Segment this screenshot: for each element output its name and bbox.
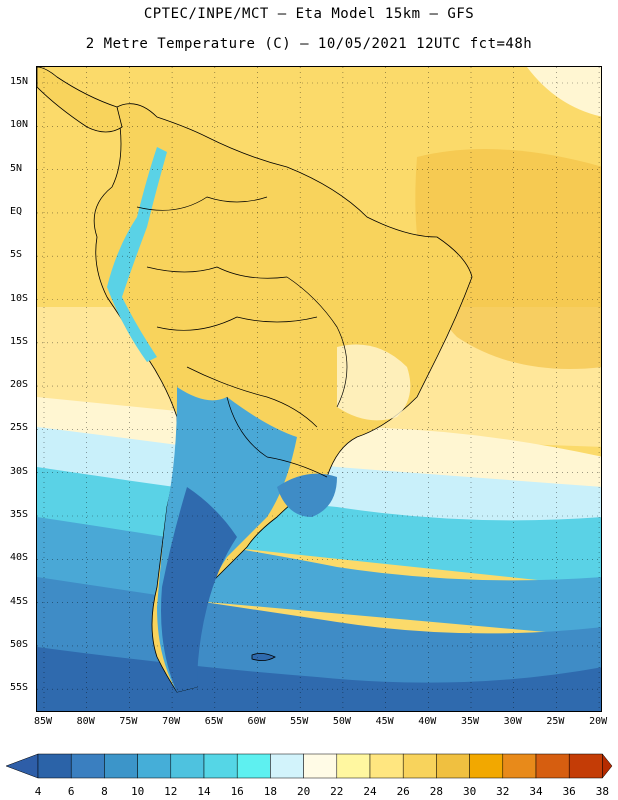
colorbar-tick-label: 24 xyxy=(363,785,377,798)
lat-label: 15S xyxy=(10,335,29,347)
lat-label: 30S xyxy=(10,465,29,477)
colorbar-cell xyxy=(535,753,570,779)
colorbar-tick-label: 14 xyxy=(197,785,211,798)
colorbar-tick-label: 22 xyxy=(330,785,344,798)
colorbar-cell xyxy=(469,753,504,779)
colorbar-cell xyxy=(568,753,603,779)
colorbar-tick-label: 20 xyxy=(296,785,311,798)
lat-label: 5S xyxy=(10,249,23,261)
lat-label: 50S xyxy=(10,638,29,650)
lon-label: 30W xyxy=(503,716,522,727)
lat-label: 35S xyxy=(10,509,29,520)
temperature-map xyxy=(36,66,602,712)
colorbar-cell xyxy=(270,753,304,779)
colorbar-tick-label: 18 xyxy=(263,785,278,798)
lon-label: 70W xyxy=(162,716,181,727)
colorbar-tick-label: 6 xyxy=(67,785,75,798)
colorbar-cell xyxy=(104,753,138,779)
colorbar-cell xyxy=(137,753,172,779)
lon-label: 85W xyxy=(33,716,53,727)
lon-label: 25W xyxy=(546,716,565,727)
map-canvas xyxy=(37,67,601,711)
lon-label: 55W xyxy=(290,716,309,727)
lon-label: 50W xyxy=(332,716,351,727)
colorbar-cell xyxy=(170,753,205,779)
lon-label: 80W xyxy=(76,716,95,727)
lon-label: 75W xyxy=(119,716,138,727)
colorbar-tick-label: 32 xyxy=(496,785,510,798)
lat-label: 10S xyxy=(10,292,29,304)
colorbar-tick-label: 30 xyxy=(462,785,477,798)
colorbar-cell xyxy=(369,753,404,779)
colorbar-tick-label: 38 xyxy=(595,785,610,798)
lat-label: 45S xyxy=(10,595,29,607)
andes-north-strip xyxy=(107,147,167,362)
central-cream-region xyxy=(337,344,411,421)
colorbar-cell xyxy=(502,753,537,779)
colorbar-cell xyxy=(70,753,105,779)
lat-label: 20S xyxy=(10,379,29,391)
map-subtitle: 2 Metre Temperature (C) — 10/05/2021 12U… xyxy=(85,36,533,52)
colorbar-cell xyxy=(402,753,437,779)
country-borders xyxy=(136,196,348,478)
colorbar-tick-label: 34 xyxy=(529,785,543,798)
lat-label: 55S xyxy=(10,682,29,694)
colorbar-tick-label: 26 xyxy=(396,785,410,798)
colorbar-tick-label: 28 xyxy=(429,785,444,798)
colorbar xyxy=(5,753,613,779)
lat-label: 10N xyxy=(10,119,29,131)
gold-patch-atlantic xyxy=(415,149,601,369)
colorbar-tick-label: 12 xyxy=(164,785,178,798)
lat-label: EQ xyxy=(10,205,23,217)
central-america xyxy=(37,67,123,133)
colorbar-cell xyxy=(236,753,271,779)
colorbar-tick-label: 8 xyxy=(101,785,108,798)
lon-label: 45W xyxy=(375,716,394,727)
patagonia-deep xyxy=(161,487,237,692)
band-deep-blue xyxy=(37,647,601,711)
lat-label: 15N xyxy=(10,76,29,87)
cream-patch-ne xyxy=(527,67,601,117)
map-title: CPTEC/INPE/MCT — Eta Model 15km — GFS xyxy=(143,6,475,22)
lon-label: 60W xyxy=(247,716,266,727)
colorbar-tick-label: 36 xyxy=(562,785,576,798)
colorbar-cell xyxy=(37,753,72,779)
colorbar-cell xyxy=(436,753,470,779)
colorbar-over-arrow xyxy=(602,753,613,779)
colorbar-under-arrow xyxy=(5,753,39,779)
lat-label: 5N xyxy=(10,162,23,174)
lon-label: 35W xyxy=(460,716,480,727)
colorbar-cell xyxy=(203,753,238,779)
lon-label: 65W xyxy=(204,716,223,727)
uruguay-blue xyxy=(277,473,337,517)
colorbar-tick-label: 4 xyxy=(34,785,42,798)
colorbar-tick-label: 16 xyxy=(230,785,244,798)
island-falklands xyxy=(251,653,276,661)
lon-label: 20W xyxy=(589,716,608,727)
colorbar-cell xyxy=(336,753,371,779)
lat-label: 40S xyxy=(10,552,29,564)
colorbar-tick-label: 10 xyxy=(130,785,145,798)
colorbar-cell xyxy=(303,753,338,779)
lon-label: 40W xyxy=(418,716,437,727)
lat-label: 25S xyxy=(10,422,29,434)
